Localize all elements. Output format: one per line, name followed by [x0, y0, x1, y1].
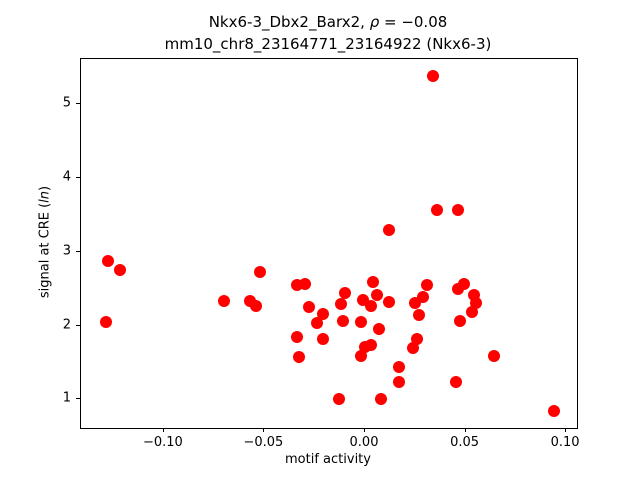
- data-point: [407, 341, 420, 354]
- data-point: [365, 338, 377, 351]
- data-point: [290, 330, 303, 343]
- data-point: [355, 315, 367, 328]
- x-axis-tick-label: 0.00: [349, 435, 379, 450]
- y-axis-label-prefix: signal at CRE (: [37, 202, 53, 299]
- title-rho-symbol: ρ: [369, 13, 380, 31]
- data-point: [373, 323, 386, 336]
- x-axis-tick: [263, 428, 265, 432]
- data-point: [383, 296, 396, 308]
- data-point: [413, 309, 426, 322]
- data-point: [487, 349, 500, 362]
- data-point: [250, 300, 263, 313]
- data-point: [371, 288, 384, 301]
- data-point: [334, 297, 347, 310]
- y-axis-label: signal at CRE (ln): [38, 186, 53, 298]
- x-axis-tick-label: −0.10: [142, 435, 183, 450]
- data-point: [393, 360, 406, 373]
- data-point: [292, 350, 305, 363]
- plot-area: [80, 58, 578, 429]
- title-gene-names: Nkx6-3_Dbx2_Barx2,: [208, 13, 370, 31]
- y-axis-label-ln: ln: [37, 190, 53, 203]
- data-point: [316, 332, 329, 345]
- data-point: [427, 69, 440, 82]
- data-point: [421, 279, 434, 291]
- y-axis-tick-label: 5: [62, 95, 71, 111]
- data-point: [465, 305, 478, 318]
- data-point: [375, 393, 388, 406]
- data-point: [336, 315, 349, 328]
- chart-title-line1: Nkx6-3_Dbx2_Barx2, ρ = −0.08: [80, 11, 576, 33]
- y-axis-tick-label: 3: [62, 243, 71, 259]
- chart-title: Nkx6-3_Dbx2_Barx2, ρ = −0.08 mm10_chr8_2…: [80, 11, 576, 55]
- x-axis-tick: [364, 428, 365, 432]
- data-point: [332, 392, 345, 405]
- y-axis-label-suffix: ): [37, 185, 53, 191]
- y-axis-tick-label: 1: [62, 390, 71, 406]
- data-point: [449, 376, 462, 389]
- data-point: [218, 295, 231, 308]
- data-point: [316, 307, 329, 320]
- chart-title-line2: mm10_chr8_23164771_23164922 (Nkx6-3): [164, 35, 492, 53]
- data-point: [298, 277, 311, 290]
- data-point: [254, 265, 267, 278]
- x-axis-tick: [162, 428, 164, 432]
- data-point: [113, 264, 126, 277]
- data-point: [101, 254, 114, 267]
- data-point: [99, 315, 112, 328]
- x-axis-tick-label: 0.05: [450, 435, 480, 450]
- data-point: [367, 276, 379, 289]
- data-point: [338, 287, 351, 300]
- data-point: [393, 375, 406, 388]
- data-point: [453, 315, 466, 328]
- data-point: [302, 301, 315, 314]
- data-point: [310, 317, 323, 330]
- data-point: [355, 349, 367, 362]
- data-point: [548, 405, 561, 418]
- data-point: [417, 290, 430, 303]
- x-axis-tick-label: −0.05: [243, 435, 284, 450]
- y-axis-tick-label: 4: [62, 169, 71, 185]
- y-axis-tick: [76, 177, 80, 178]
- data-point: [365, 299, 377, 312]
- x-axis-tick: [565, 428, 567, 432]
- y-axis-tick: [76, 324, 80, 326]
- y-axis-tick: [76, 398, 80, 400]
- title-rho-value: = −0.08: [379, 13, 448, 31]
- y-axis-tick: [76, 103, 80, 105]
- data-point: [457, 277, 470, 290]
- x-axis-label: motif activity: [285, 452, 371, 467]
- data-point: [431, 203, 444, 216]
- data-point: [451, 203, 464, 216]
- x-axis-tick: [464, 428, 466, 432]
- data-point: [383, 224, 396, 237]
- x-axis-tick-label: 0.10: [550, 435, 580, 450]
- y-axis-tick-label: 2: [62, 317, 71, 333]
- y-axis-tick: [76, 250, 80, 252]
